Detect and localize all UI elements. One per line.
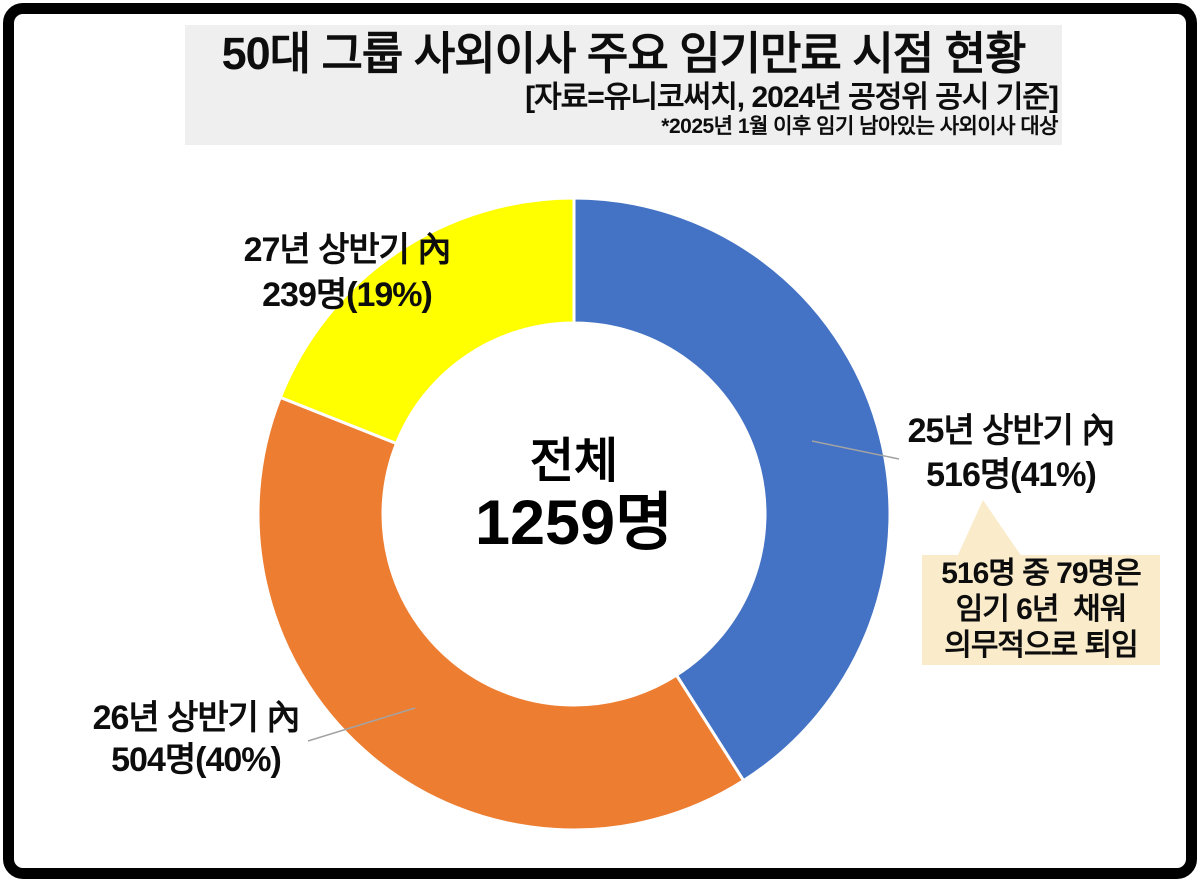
callout-line2: 임기 6년 채워 — [955, 593, 1128, 626]
slice-label-h1-2027-line1: 27년 상반기 內 — [243, 231, 452, 269]
chart-source: [자료=유니코써치, 2024년 공정위 공시 기준] — [525, 81, 1059, 114]
donut-center-label: 전체 1259명 — [374, 434, 774, 556]
callout-pointer-triangle — [957, 500, 1022, 557]
donut-slice-h1-2027 — [278, 196, 576, 446]
slice-label-h1-2027: 27년 상반기 內 239명(19%) — [170, 228, 524, 318]
slice-label-h1-2026-line2: 504명(40%) — [111, 741, 282, 779]
leader-line-h1-2025 — [811, 440, 900, 460]
slice-label-h1-2025-line1: 25년 상반기 內 — [907, 412, 1116, 450]
total-title: 전체 — [529, 435, 619, 488]
slice-label-h1-2026: 26년 상반기 內 504명(40%) — [58, 697, 334, 781]
donut-slice-h1-2025 — [572, 196, 892, 783]
header-box: 50대 그룹 사외이사 주요 임기만료 시점 현황 [자료=유니코써치, 202… — [185, 25, 1062, 145]
leader-lines-group — [307, 440, 900, 742]
total-value: 1259명 — [474, 488, 674, 558]
chart-title: 50대 그룹 사외이사 주요 임기만료 시점 현황 — [221, 28, 1027, 79]
callout-line1: 516명 중 79명은 — [941, 557, 1142, 590]
slice-label-h1-2025-line2: 516명(41%) — [926, 456, 1097, 494]
slice-label-h1-2025: 25년 상반기 內 516명(41%) — [880, 409, 1142, 497]
donut-slices-group — [256, 196, 892, 832]
callout-line3: 의무적으로 퇴임 — [944, 629, 1139, 662]
callout-box: 516명 중 79명은 임기 6년 채워 의무적으로 퇴임 — [922, 555, 1160, 665]
donut-slice-h1-2026 — [256, 395, 746, 832]
chart-note: *2025년 1월 이후 임기 남아있는 사외이사 대상 — [661, 115, 1058, 138]
slice-label-h1-2026-line1: 26년 상반기 內 — [92, 699, 301, 737]
slice-label-h1-2027-line2: 239명(19%) — [262, 276, 433, 314]
leader-line-h1-2026 — [307, 707, 416, 742]
